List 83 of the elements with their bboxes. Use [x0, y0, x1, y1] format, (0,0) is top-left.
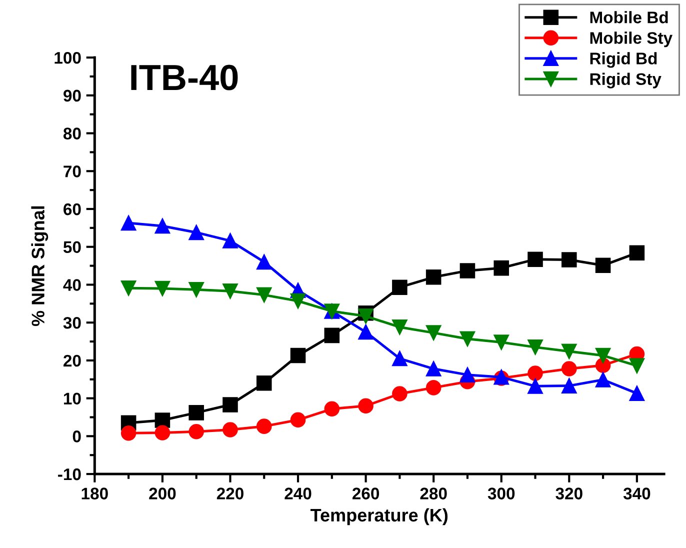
point [528, 252, 543, 267]
point [154, 425, 170, 440]
point [528, 378, 543, 394]
legend-label: Mobile Sty [590, 32, 672, 48]
y-tick-label: 40 [63, 279, 81, 291]
y-tick-label: 80 [63, 128, 81, 140]
y-tick-label: 60 [64, 203, 81, 216]
point [494, 334, 510, 350]
point [426, 380, 442, 396]
point [154, 280, 170, 296]
point [188, 424, 204, 440]
point [358, 398, 374, 414]
point [595, 372, 611, 388]
point [595, 358, 611, 373]
point [324, 328, 340, 344]
point [222, 233, 238, 248]
point [595, 258, 611, 274]
point [426, 325, 442, 340]
point [562, 378, 577, 394]
point [426, 270, 442, 285]
point [154, 218, 170, 234]
point [222, 397, 238, 412]
point [256, 254, 272, 270]
point [460, 331, 476, 346]
y-axis-title: % NMR Signal [31, 206, 48, 326]
point [629, 245, 645, 261]
point [460, 263, 476, 278]
point [290, 412, 306, 428]
point [256, 418, 272, 434]
point [256, 287, 272, 303]
x-tick-label: 260 [352, 488, 380, 500]
point [120, 215, 136, 231]
x-tick-label: 300 [488, 488, 515, 500]
point [562, 344, 577, 359]
x-tick-label: 220 [216, 488, 244, 500]
x-tick-label: 180 [82, 488, 108, 500]
point [562, 252, 577, 268]
point [528, 340, 543, 355]
point [392, 350, 408, 366]
point [528, 366, 543, 381]
point [629, 386, 645, 402]
x-tick-label: 240 [284, 488, 312, 500]
point [629, 358, 645, 374]
point [595, 348, 611, 364]
y-tick-label: 30 [63, 316, 81, 329]
point [222, 284, 238, 299]
y-tick-label: 90 [64, 90, 81, 102]
y-tick-label: 100 [54, 52, 81, 64]
point [290, 293, 306, 309]
point [120, 425, 136, 441]
legend-label: Rigid Bd [590, 52, 657, 68]
chart-title: ITB-40 [131, 64, 238, 90]
x-tick-label: 280 [420, 488, 447, 500]
x-tick-label: 340 [623, 488, 650, 500]
point [392, 319, 408, 335]
y-tick-label: 0 [72, 430, 81, 442]
point [222, 422, 238, 438]
legend-label: Mobile Bd [590, 11, 668, 24]
point [494, 260, 510, 276]
y-tick-label: -10 [58, 468, 81, 480]
x-tick-label: 320 [556, 488, 582, 500]
point [188, 282, 204, 298]
y-tick-label: 70 [64, 166, 81, 178]
point [188, 405, 204, 420]
point [324, 401, 340, 417]
point [392, 280, 408, 295]
point [562, 361, 577, 376]
point [358, 308, 374, 324]
point [460, 367, 476, 382]
legend-label: Rigid Sty [590, 72, 662, 88]
point [426, 361, 442, 376]
y-tick-label: 20 [64, 354, 81, 367]
y-tick-label: 10 [64, 392, 81, 404]
point [392, 386, 408, 402]
point [154, 412, 170, 428]
y-tick-label: 50 [63, 241, 81, 254]
point [290, 348, 306, 364]
point [256, 376, 272, 391]
x-tick-label: 200 [149, 488, 176, 500]
point [120, 280, 136, 296]
point [358, 324, 374, 340]
point [188, 224, 204, 240]
x-axis-title: Temperature (K) [310, 508, 448, 526]
